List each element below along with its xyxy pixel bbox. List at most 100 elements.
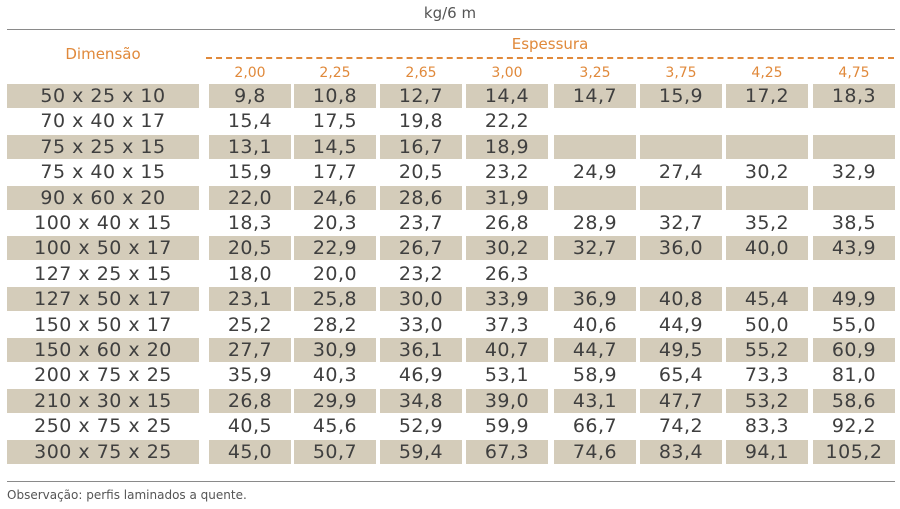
weight-cell: 55,0	[831, 313, 877, 336]
table-row: 75 x 40 x 15 15,9 17,7 20,5 23,2 24,9 27,4 30,2…	[0, 160, 900, 185]
weight-cell	[813, 134, 895, 159]
table-row: 70 x 40 x 17 15,4 17,5 19,8 22,2	[0, 109, 900, 134]
weight-cell: 60,9	[813, 338, 895, 362]
weight-cell: 49,5	[640, 338, 722, 362]
weight-cell: 73,3	[744, 364, 790, 387]
thickness-header-cell: 2,25	[319, 65, 351, 81]
weight-cell: 43,9	[813, 236, 895, 261]
weight-cell: 47,7	[640, 388, 722, 413]
weight-cell: 30,2	[466, 236, 548, 261]
weight-cell: 27,7	[209, 338, 291, 362]
table-row: 75 x 25 x 15 13,1 14,5 16,7 18,9	[0, 134, 900, 160]
weight-cell: 23,2	[398, 262, 444, 285]
weight-cell	[554, 185, 636, 210]
table-row: 100 x 50 x 17 20,5 22,9 26,7 30,2 32,7 36,0 40,…	[0, 236, 900, 261]
table-row: 150 x 50 x 17 25,2 28,2 33,0 37,3 40,6 44,9 50,…	[0, 313, 900, 338]
weight-cell: 28,6	[380, 185, 462, 210]
thickness-header-cell: 3,25	[579, 65, 611, 81]
weight-cell: 18,9	[466, 134, 548, 159]
dimension-header: Dimensão	[65, 45, 141, 63]
weight-cell	[726, 134, 808, 159]
thickness-header-cell: 2,00	[234, 65, 266, 81]
dimension-cell: 127 x 25 x 15	[34, 262, 172, 285]
dimension-cell: 100 x 50 x 17	[7, 236, 199, 261]
weight-cell: 36,9	[554, 287, 636, 312]
weight-cell: 81,0	[831, 364, 877, 387]
table-row: 127 x 50 x 17 23,1 25,8 30,0 33,9 36,9 40,8 45,…	[0, 287, 900, 312]
weight-cell: 12,7	[380, 84, 462, 108]
weight-cell	[640, 262, 722, 286]
table-row: 127 x 25 x 15 18,0 20,0 23,2 26,3	[0, 262, 900, 287]
weight-cell: 25,8	[294, 287, 376, 312]
weight-cell: 23,7	[398, 212, 444, 234]
table-row: 100 x 40 x 15 18,3 20,3 23,7 26,8 28,9 32,7 35,…	[0, 211, 900, 236]
thickness-dashed-rule	[206, 57, 894, 59]
weight-cell: 74,6	[554, 439, 636, 464]
weight-cell: 31,9	[466, 185, 548, 210]
weight-cell: 40,7	[466, 338, 548, 362]
weight-cell	[640, 185, 722, 210]
weight-cell: 59,4	[380, 439, 462, 464]
table-row: 200 x 75 x 25 35,9 40,3 46,9 53,1 58,9 65,4 73,…	[0, 363, 900, 388]
weight-cell: 13,1	[209, 134, 291, 159]
weight-cell: 22,0	[209, 185, 291, 210]
weight-cell: 26,8	[209, 388, 291, 413]
weight-cell: 25,2	[227, 313, 273, 336]
weight-cell: 18,3	[227, 212, 273, 234]
weight-cell: 30,2	[744, 161, 790, 184]
weight-cell: 65,4	[658, 364, 704, 387]
dimension-cell: 75 x 25 x 15	[7, 134, 199, 159]
weight-cell: 32,7	[554, 236, 636, 261]
weight-cell: 40,6	[572, 313, 618, 336]
dimension-cell: 70 x 40 x 17	[40, 110, 166, 133]
thickness-values-row: 2,00 2,25 2,65 3,00 3,25 3,75 4,25 4,75	[0, 64, 900, 82]
weight-cell: 43,1	[554, 388, 636, 413]
weight-cell	[554, 134, 636, 159]
weight-cell: 40,8	[640, 287, 722, 312]
weight-cell: 49,9	[813, 287, 895, 312]
weight-cell: 74,2	[658, 415, 704, 438]
thickness-header-cell: 3,75	[665, 65, 697, 81]
weight-cell	[554, 109, 636, 133]
weight-cell: 35,9	[227, 364, 273, 387]
weight-cell	[726, 185, 808, 210]
weight-cell: 15,9	[227, 161, 273, 184]
weight-cell: 30,9	[294, 338, 376, 362]
table-row: 150 x 60 x 20 27,7 30,9 36,1 40,7 44,7 49,5 55,…	[0, 338, 900, 363]
weight-cell: 17,5	[312, 110, 358, 133]
thickness-header-cell: 2,65	[405, 65, 437, 81]
top-rule	[7, 29, 895, 30]
weight-cell: 33,9	[466, 287, 548, 312]
weight-cell	[813, 185, 895, 210]
weight-cell: 94,1	[726, 439, 808, 464]
dimension-cell: 150 x 50 x 17	[34, 313, 172, 336]
weight-cell	[640, 134, 722, 159]
weight-cell: 45,6	[312, 415, 358, 438]
weight-cell: 36,0	[640, 236, 722, 261]
weight-cell	[726, 262, 808, 286]
weight-cell: 26,3	[484, 262, 530, 285]
weight-cell: 46,9	[398, 364, 444, 387]
weight-cell: 10,8	[294, 84, 376, 108]
dimension-cell: 200 x 75 x 25	[34, 364, 172, 387]
weight-cell: 35,2	[744, 212, 790, 234]
weight-cell: 26,8	[484, 212, 530, 234]
weight-cell: 55,2	[726, 338, 808, 362]
weight-cell: 105,2	[813, 439, 895, 464]
weight-cell	[813, 109, 895, 133]
weight-cell: 29,9	[294, 388, 376, 413]
weight-cell	[813, 262, 895, 286]
dimension-cell: 90 x 60 x 20	[7, 185, 199, 210]
weight-cell: 17,7	[312, 161, 358, 184]
thickness-header-cell: 3,00	[491, 65, 523, 81]
weight-cell: 18,0	[227, 262, 273, 285]
weight-cell: 38,5	[831, 212, 877, 234]
weight-cell: 34,8	[380, 388, 462, 413]
weight-cell: 24,9	[572, 161, 618, 184]
weight-cell: 23,2	[484, 161, 530, 184]
weight-cell	[726, 109, 808, 133]
weight-cell: 18,3	[813, 84, 895, 108]
weight-cell: 37,3	[484, 313, 530, 336]
weight-cell: 52,9	[398, 415, 444, 438]
weight-cell: 30,0	[380, 287, 462, 312]
